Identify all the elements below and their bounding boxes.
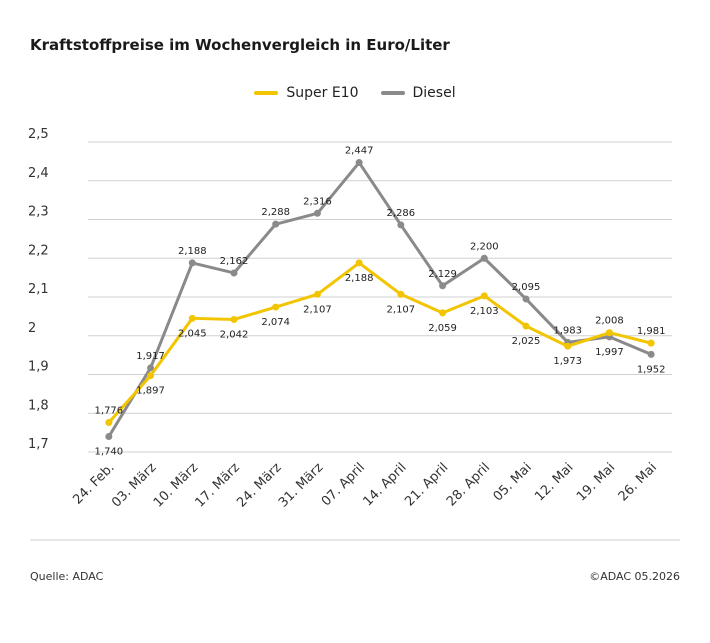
data-label-super-e10: 2,107 <box>387 304 416 315</box>
chart-title: Kraftstoffpreise im Wochenvergleich in E… <box>30 36 450 54</box>
data-label-super-e10: 1,973 <box>553 356 582 367</box>
y-tick-label: 2,3 <box>28 205 49 220</box>
data-label-super-e10: 1,981 <box>637 326 666 337</box>
data-point-diesel <box>230 269 238 277</box>
x-tick-label: 10. März <box>151 460 201 510</box>
data-point-diesel <box>647 350 655 358</box>
x-tick-label: 03. März <box>109 460 159 510</box>
series-line-diesel <box>107 161 653 438</box>
legend-label-super-e10: Super E10 <box>286 85 359 101</box>
x-tick-label: 05. Mai <box>491 460 535 504</box>
x-tick-label: 28. April <box>444 460 493 509</box>
data-point-super-e10 <box>605 329 613 337</box>
data-point-super-e10 <box>647 339 655 347</box>
data-point-diesel <box>439 282 447 290</box>
data-point-super-e10 <box>397 290 405 298</box>
data-label-diesel: 2,162 <box>220 256 249 267</box>
data-point-super-e10 <box>147 372 155 380</box>
data-point-diesel <box>480 254 488 262</box>
y-tick-label: 1,7 <box>28 437 49 452</box>
data-label-diesel: 1,952 <box>637 364 666 375</box>
data-label-diesel: 2,316 <box>303 196 332 207</box>
y-tick-label: 2,4 <box>28 166 49 181</box>
data-point-diesel <box>105 433 113 440</box>
data-label-super-e10: 2,042 <box>220 329 249 340</box>
data-point-super-e10 <box>439 309 447 317</box>
data-label-diesel: 2,447 <box>345 146 374 157</box>
legend: Super E10 Diesel <box>0 85 710 101</box>
data-point-diesel <box>272 220 280 228</box>
data-point-diesel <box>188 259 196 267</box>
y-tick-label: 1,9 <box>28 360 49 375</box>
data-label-super-e10: 2,045 <box>178 328 207 339</box>
data-label-diesel: 2,200 <box>470 241 499 252</box>
x-tick-label: 24. März <box>234 460 284 510</box>
data-point-super-e10 <box>355 259 363 267</box>
data-label-super-e10: 1,897 <box>136 386 165 397</box>
data-point-diesel <box>313 209 321 217</box>
data-label-super-e10: 2,103 <box>470 306 499 317</box>
data-point-super-e10 <box>105 419 113 427</box>
x-tick-label: 07. April <box>319 460 368 509</box>
data-point-diesel <box>522 295 530 303</box>
data-point-super-e10 <box>480 292 488 300</box>
data-label-diesel: 1,997 <box>595 347 624 358</box>
data-label-super-e10: 2,008 <box>595 316 624 327</box>
data-label-super-e10: 2,107 <box>303 304 332 315</box>
data-label-super-e10: 2,074 <box>261 317 290 328</box>
data-label-diesel: 1,983 <box>553 325 582 336</box>
legend-swatch-diesel <box>380 91 405 95</box>
data-label-diesel: 2,188 <box>178 246 207 257</box>
y-tick-label: 1,8 <box>28 398 49 413</box>
data-label-super-e10: 2,025 <box>512 336 541 347</box>
x-tick-label: 12. Mai <box>532 460 576 504</box>
x-tick-label: 14. April <box>361 460 410 509</box>
data-point-diesel <box>397 221 405 229</box>
data-label-super-e10: 2,188 <box>345 273 374 284</box>
data-label-diesel: 2,129 <box>428 269 457 280</box>
data-point-super-e10 <box>522 322 530 330</box>
x-tick-label: 17. März <box>193 460 243 510</box>
legend-swatch-super-e10 <box>254 91 279 95</box>
source-note: Quelle: ADAC <box>30 570 104 583</box>
series-line-super-e10 <box>107 261 653 425</box>
legend-item-super-e10: Super E10 <box>254 85 359 101</box>
data-point-super-e10 <box>230 315 238 323</box>
y-tick-label: 2,1 <box>28 282 49 297</box>
data-point-diesel <box>147 364 155 372</box>
x-tick-label: 26. Mai <box>616 460 660 504</box>
data-label-diesel: 1,917 <box>136 351 165 362</box>
data-point-super-e10 <box>188 314 196 322</box>
legend-item-diesel: Diesel <box>380 85 456 101</box>
data-label-diesel: 2,095 <box>512 282 541 293</box>
data-label-diesel: 2,288 <box>261 207 290 218</box>
data-label-diesel: 1,740 <box>95 447 124 458</box>
data-point-super-e10 <box>313 290 321 298</box>
y-tick-label: 2,5 <box>28 127 49 142</box>
data-label-super-e10: 1,776 <box>95 406 124 417</box>
legend-label-diesel: Diesel <box>412 85 456 101</box>
data-label-diesel: 2,286 <box>387 208 416 219</box>
x-tick-label: 19. Mai <box>574 460 618 504</box>
data-point-super-e10 <box>272 303 280 311</box>
copyright-note: ©ADAC 05.2026 <box>589 570 680 583</box>
data-label-super-e10: 2,059 <box>428 323 457 334</box>
y-tick-label: 2,2 <box>28 243 49 258</box>
x-tick-label: 21. April <box>402 460 451 509</box>
data-point-diesel <box>355 159 363 167</box>
data-point-super-e10 <box>564 342 572 350</box>
y-tick-label: 2 <box>28 321 36 336</box>
x-tick-label: 31. März <box>276 460 326 510</box>
